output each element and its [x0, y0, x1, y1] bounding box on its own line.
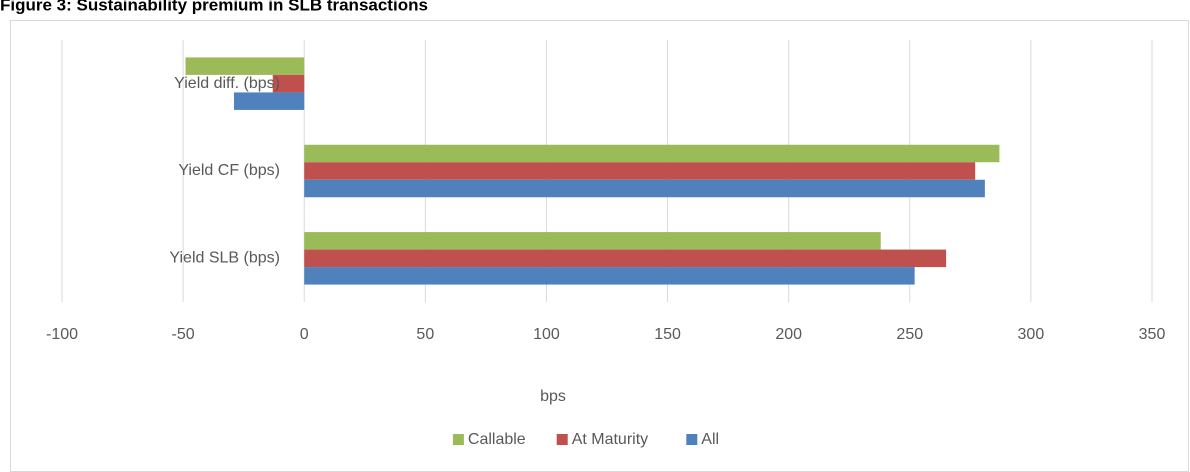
chart-title: Figure 3: Sustainability premium in SLB …: [0, 0, 428, 14]
bar: [304, 249, 947, 268]
bar: [272, 74, 305, 93]
x-tick-label: 350: [1139, 326, 1166, 343]
bar: [304, 232, 881, 250]
y-tick-label: Yield diff. (bps): [174, 75, 280, 92]
legend-swatch: [452, 434, 464, 445]
x-tick-label: 200: [775, 326, 802, 343]
y-tick-label: Yield SLB (bps): [169, 250, 280, 267]
legend-label: Callable: [468, 431, 526, 448]
x-axis-title: bps: [540, 388, 566, 405]
legend-swatch: [686, 434, 698, 445]
x-tick-label: -100: [46, 326, 78, 343]
legend-label: At Maturity: [572, 431, 648, 448]
x-tick-label: -50: [172, 326, 195, 343]
x-tick-label: 250: [896, 326, 923, 343]
bar: [304, 144, 1000, 163]
x-tick-label: 50: [416, 326, 434, 343]
bar: [233, 92, 305, 110]
bar: [185, 57, 305, 75]
x-tick-label: 150: [654, 326, 681, 343]
legend-swatch: [556, 434, 568, 445]
y-tick-label: Yield CF (bps): [178, 162, 280, 179]
bar: [304, 267, 915, 285]
bar: [304, 162, 976, 180]
x-tick-label: 100: [533, 326, 560, 343]
x-tick-label: 0: [300, 326, 309, 343]
bar: [304, 179, 985, 198]
legend-label: All: [701, 431, 719, 448]
x-tick-label: 300: [1018, 326, 1045, 343]
